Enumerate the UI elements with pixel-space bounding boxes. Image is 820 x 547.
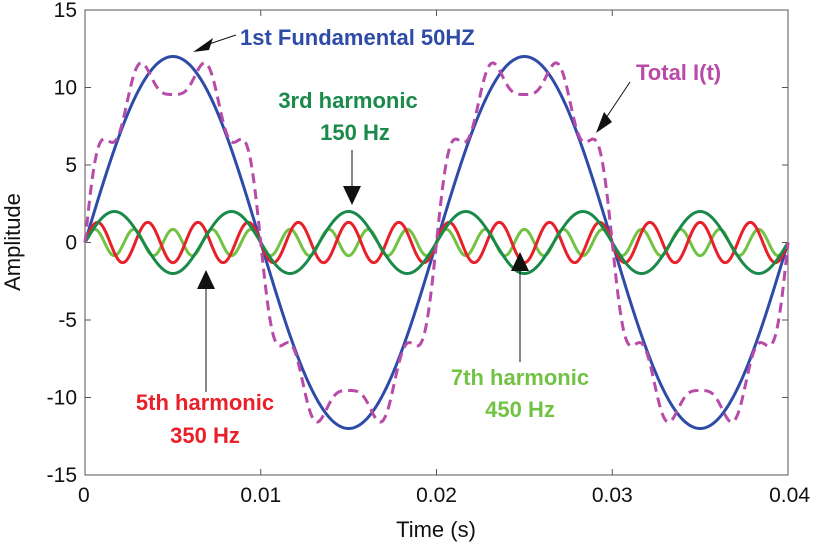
y-tick-label: 10 — [54, 77, 77, 100]
series-line-total — [83, 61, 790, 424]
x-axis-ticks: 0 0.01 0.02 0.03 0.04 — [78, 10, 810, 507]
series-line-third — [83, 209, 790, 276]
y-axis-ticks: 15 10 5 0 -5 -10 -15 — [47, 0, 788, 487]
arrowhead-fifth — [197, 270, 215, 289]
annotation-seventh-line1: 7th harmonic — [451, 365, 589, 390]
y-tick-label: 5 — [65, 154, 77, 177]
arrowhead-third — [343, 186, 361, 205]
annotation-fifth-line2: 350 Hz — [170, 423, 240, 448]
annotation-fifth-line1: 5th harmonic — [136, 390, 274, 415]
y-tick-label: -5 — [58, 309, 77, 332]
annotation-third-line2: 150 Hz — [320, 120, 390, 145]
y-tick-label: 15 — [54, 0, 77, 22]
arrowhead-fundamental — [193, 38, 213, 52]
annotation-total: Total I(t) — [636, 60, 721, 85]
arrowhead-seventh — [511, 252, 529, 271]
y-tick-label: 0 — [65, 232, 77, 255]
series-curves — [83, 54, 790, 431]
x-tick-label: 0.01 — [240, 484, 281, 507]
x-tick-label: 0.04 — [769, 484, 810, 507]
y-tick-label: -10 — [47, 387, 77, 410]
x-tick-label: 0.03 — [592, 484, 633, 507]
y-axis-label: Amplitude — [0, 193, 25, 291]
x-axis-label: Time (s) — [396, 517, 476, 542]
annotation-seventh-line2: 450 Hz — [485, 397, 555, 422]
arrowhead-total — [596, 112, 612, 133]
x-tick-label: 0 — [78, 484, 90, 507]
annotation-third-line1: 3rd harmonic — [278, 88, 417, 113]
annotations: 1st Fundamental 50HZ 3rd harmonic 150 Hz… — [136, 25, 721, 448]
pointer-line-total — [605, 81, 631, 119]
annotation-fundamental: 1st Fundamental 50HZ — [240, 25, 475, 50]
y-tick-label: -15 — [47, 464, 77, 487]
x-tick-label: 0.02 — [416, 484, 457, 507]
